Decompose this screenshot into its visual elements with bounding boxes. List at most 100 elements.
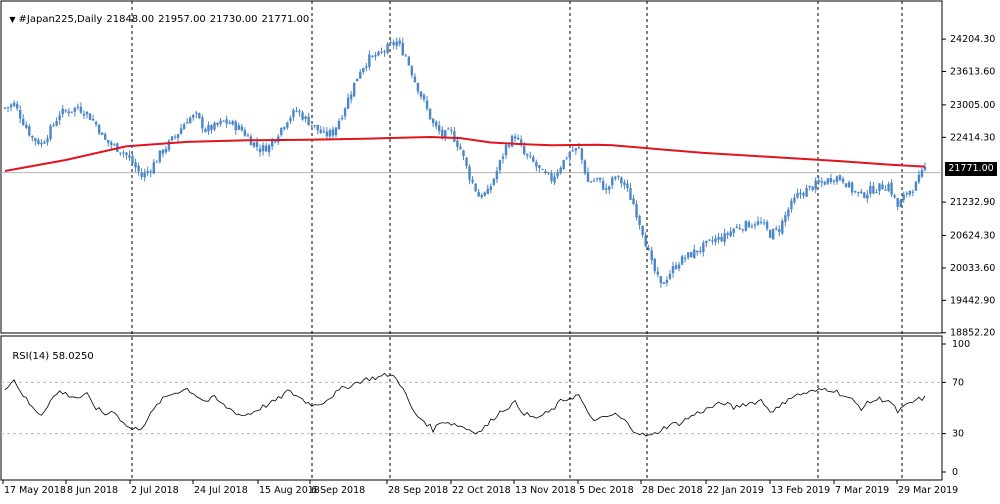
- candle-body: [340, 117, 344, 120]
- candle-body: [526, 153, 529, 156]
- candle-body: [258, 148, 262, 152]
- candle-body: [589, 181, 593, 183]
- candle-body: [410, 66, 414, 76]
- candle-body: [759, 221, 763, 223]
- candle-body: [228, 122, 231, 124]
- candle-body: [316, 124, 319, 131]
- candle-body: [513, 136, 517, 139]
- candle-body: [853, 191, 857, 193]
- candle-body: [899, 200, 902, 207]
- candle-body: [431, 118, 435, 124]
- candle-body: [586, 172, 590, 182]
- candle-body: [911, 191, 915, 193]
- candle-body: [3, 107, 7, 109]
- candle-body: [204, 128, 207, 132]
- candle-body: [444, 130, 447, 138]
- candle-body: [896, 198, 899, 207]
- price-tick-label: 24204.30: [950, 34, 995, 45]
- candle-body: [270, 140, 274, 147]
- candle-body: [368, 54, 371, 67]
- current-price-tag: 21771.00: [945, 162, 997, 176]
- candle-body: [119, 152, 122, 154]
- candle-body: [535, 162, 538, 167]
- candle-body: [359, 71, 362, 79]
- triangle-down-icon[interactable]: ▼: [9, 15, 16, 24]
- candle-body: [823, 181, 827, 185]
- candle-body: [401, 42, 404, 56]
- candle-body: [881, 184, 884, 190]
- candle-body: [428, 108, 432, 120]
- candle-body: [568, 152, 571, 158]
- candle-body: [714, 238, 717, 243]
- candle-body: [747, 221, 751, 228]
- candle-body: [377, 51, 380, 56]
- candle-body: [699, 250, 702, 252]
- time-tick-label: 28 Dec 2018: [642, 485, 703, 496]
- symbol-label: #Japan225,Daily: [18, 14, 103, 25]
- candle-body: [486, 188, 489, 194]
- candle-body: [195, 112, 198, 114]
- candle-body: [76, 106, 80, 108]
- candle-body: [680, 256, 684, 265]
- candle-body: [832, 180, 836, 182]
- candle-body: [67, 111, 70, 114]
- candle-body: [887, 184, 890, 191]
- candle-body: [346, 97, 350, 109]
- candle-body: [107, 140, 110, 143]
- candle-body: [647, 248, 650, 250]
- candle-body: [726, 233, 729, 235]
- rsi-tick-label: 30: [952, 429, 964, 440]
- candle-body: [91, 118, 95, 121]
- candle-body: [331, 129, 335, 136]
- candle-body: [711, 240, 714, 242]
- candle-body: [683, 257, 687, 259]
- candle-body: [781, 220, 784, 234]
- candle-body: [304, 116, 307, 119]
- time-tick-label: 17 May 2018: [4, 485, 66, 496]
- candle-body: [322, 131, 326, 133]
- candle-body: [805, 188, 808, 197]
- candle-body: [9, 104, 13, 108]
- candle-body: [325, 131, 329, 137]
- candle-body: [201, 117, 204, 129]
- candle-body: [125, 152, 128, 156]
- time-tick-label: 15 Aug 2018: [259, 485, 320, 496]
- candle-body: [82, 113, 86, 116]
- candle-body: [349, 94, 353, 100]
- candle-body: [498, 160, 502, 171]
- candle-body: [219, 120, 222, 124]
- candles: [3, 37, 927, 288]
- candle-body: [544, 171, 547, 174]
- candle-body: [614, 176, 617, 179]
- price-tick-label: 18852.20: [950, 328, 995, 339]
- candle-body: [61, 108, 64, 115]
- candle-body: [28, 126, 31, 136]
- candle-body: [419, 91, 423, 97]
- candle-body: [113, 144, 116, 146]
- candle-body: [741, 229, 745, 231]
- candle-body: [146, 170, 149, 173]
- candle-body: [620, 177, 623, 184]
- candle-body: [477, 191, 480, 197]
- candle-body: [404, 55, 407, 57]
- candle-body: [222, 120, 225, 122]
- candle-body: [437, 125, 441, 132]
- candle-body: [653, 258, 656, 272]
- candle-body: [176, 134, 180, 138]
- candle-body: [632, 198, 635, 205]
- candle-body: [422, 95, 426, 100]
- candle-body: [835, 176, 839, 182]
- candle-body: [425, 100, 429, 109]
- candle-body: [826, 178, 830, 184]
- candle-body: [37, 139, 40, 145]
- candle-body: [25, 124, 28, 128]
- candle-body: [553, 176, 556, 183]
- candle-body: [100, 132, 104, 135]
- candle-body: [143, 172, 146, 178]
- candle-body: [562, 159, 565, 170]
- candle-body: [771, 228, 775, 240]
- candle-body: [267, 145, 271, 152]
- time-tick-label: 22 Jan 2019: [707, 485, 764, 496]
